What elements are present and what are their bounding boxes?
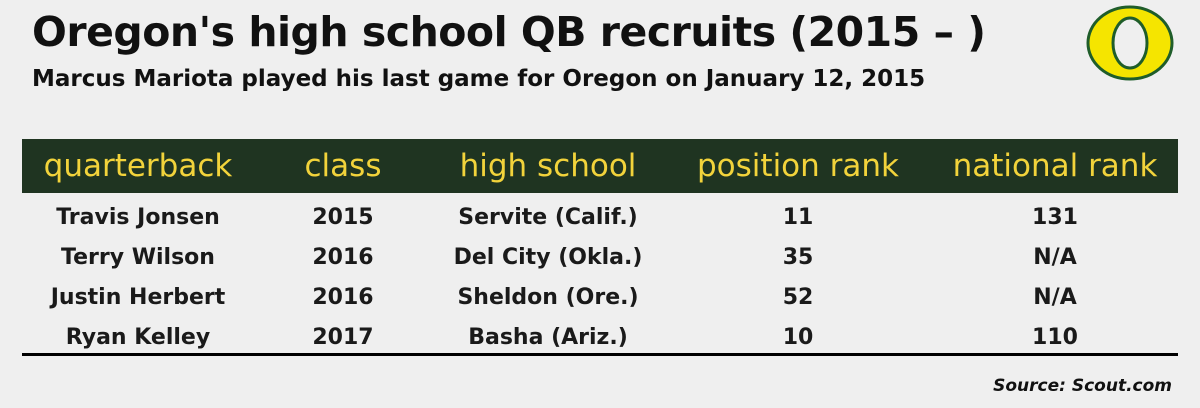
cell-class: 2015 [312,204,374,230]
cell-high-school: Basha (Ariz.) [468,324,628,350]
chart-title: Oregon's high school QB recruits (2015 –… [32,8,986,56]
table-row: Terry Wilson 2016 Del City (Okla.) 35 N/… [22,237,1178,277]
table-bottom-rule [22,353,1178,356]
chart-subtitle: Marcus Mariota played his last game for … [32,66,926,92]
cell-position-rank: 35 [782,244,814,270]
cell-position-rank: 11 [782,204,814,230]
cell-quarterback: Terry Wilson [61,244,215,270]
cell-national-rank: 131 [1032,204,1078,230]
column-header-class: class [304,148,382,184]
table-row: Justin Herbert 2016 Sheldon (Ore.) 52 N/… [22,277,1178,317]
table-row: Travis Jonsen 2015 Servite (Calif.) 11 1… [22,193,1178,237]
cell-class: 2016 [312,284,374,310]
cell-quarterback: Justin Herbert [50,284,226,310]
source-note: Source: Scout.com [993,376,1172,396]
cell-high-school: Del City (Okla.) [453,244,643,270]
column-header-quarterback: quarterback [43,148,233,184]
cell-national-rank: N/A [1033,244,1077,270]
cell-national-rank: N/A [1033,284,1077,310]
cell-class: 2017 [312,324,374,350]
cell-position-rank: 10 [782,324,814,350]
table-header-row: quarterback class high school position r… [22,139,1178,193]
cell-class: 2016 [312,244,374,270]
column-header-national-rank: national rank [952,148,1158,184]
cell-position-rank: 52 [782,284,814,310]
cell-quarterback: Ryan Kelley [65,324,211,350]
table-row: Ryan Kelley 2017 Basha (Ariz.) 10 110 [22,317,1178,357]
cell-high-school: Sheldon (Ore.) [457,284,639,310]
column-header-position-rank: position rank [697,148,899,184]
cell-high-school: Servite (Calif.) [458,204,638,230]
cell-national-rank: 110 [1032,324,1078,350]
cell-quarterback: Travis Jonsen [56,204,220,230]
oregon-o-logo-icon [1086,5,1174,81]
recruits-table: quarterback class high school position r… [22,139,1178,357]
column-header-high-school: high school [459,148,637,184]
